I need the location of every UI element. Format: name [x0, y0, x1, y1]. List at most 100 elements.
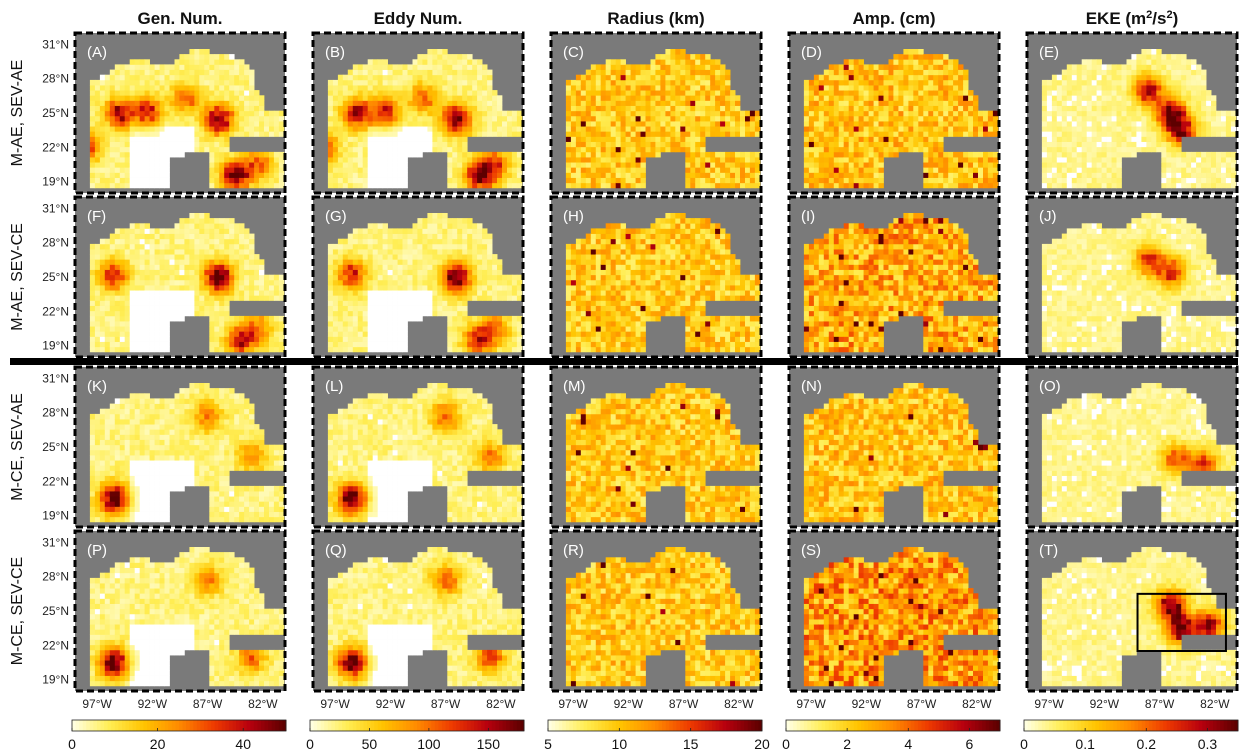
grid-cell	[1061, 177, 1068, 184]
grid-cell	[1046, 79, 1053, 86]
grid-cell	[109, 254, 116, 260]
grid-cell	[114, 346, 121, 353]
grid-cell	[1176, 136, 1182, 142]
grid-cell	[745, 115, 751, 122]
grid-cell	[492, 105, 498, 112]
grid-cell	[888, 90, 894, 96]
grid-cell	[204, 305, 210, 312]
grid-cell	[342, 141, 349, 148]
grid-cell	[457, 131, 463, 137]
grid-cell	[129, 105, 136, 112]
grid-cell	[843, 59, 850, 65]
grid-cell	[1106, 121, 1112, 127]
grid-cell	[675, 64, 681, 70]
grid-cell	[174, 249, 180, 255]
grid-cell	[169, 126, 175, 132]
grid-cell	[858, 64, 864, 70]
grid-cell	[179, 146, 185, 153]
grid-cell	[808, 177, 815, 184]
grid-cell	[635, 85, 641, 91]
grid-cell	[264, 126, 270, 132]
grid-cell	[129, 228, 136, 234]
grid-cell	[104, 177, 111, 184]
grid-cell	[124, 85, 131, 91]
grid-cell	[1041, 177, 1048, 184]
grid-cell	[199, 136, 205, 142]
grid-cell	[1066, 177, 1073, 184]
grid-cell	[89, 336, 96, 342]
grid-cell	[244, 162, 250, 168]
grid-cell	[958, 121, 964, 127]
grid-cell	[273, 151, 280, 158]
grid-cell	[114, 146, 121, 153]
grid-cell	[154, 295, 160, 301]
grid-cell	[139, 290, 146, 296]
grid-cell	[1111, 95, 1117, 101]
grid-cell	[1081, 131, 1088, 137]
grid-cell	[149, 146, 155, 153]
grid-cell	[239, 295, 245, 301]
grid-cell	[154, 249, 160, 255]
grid-cell	[710, 172, 716, 178]
grid-cell	[114, 177, 121, 184]
grid-cell	[397, 182, 403, 189]
grid-cell	[1136, 59, 1142, 65]
grid-cell	[1181, 69, 1187, 76]
row-labels: M-AE, SEV-AEM-AE, SEV-CEM-CE, SEV-AEM-CE…	[9, 60, 26, 666]
grid-cell	[139, 131, 146, 137]
grid-cell	[660, 90, 666, 96]
grid-cell	[1161, 105, 1167, 112]
grid-cell	[482, 100, 488, 106]
grid-cell	[357, 151, 364, 158]
grid-cell	[189, 290, 195, 296]
grid-cell	[352, 85, 359, 91]
grid-cell	[219, 238, 225, 245]
panel-label: (A)	[87, 44, 107, 61]
grid-cell	[1071, 167, 1078, 173]
grid-cell	[655, 95, 661, 101]
grid-cell	[273, 131, 280, 137]
grid-cell	[1181, 167, 1187, 173]
grid-cell	[144, 228, 150, 234]
grid-cell	[823, 85, 830, 91]
grid-cell	[600, 85, 607, 91]
grid-cell	[104, 326, 111, 332]
grid-cell	[209, 100, 215, 106]
grid-cell	[615, 177, 622, 184]
grid-cell	[149, 167, 155, 173]
grid-cell	[397, 69, 403, 76]
grid-cell	[114, 269, 121, 276]
grid-cell	[1171, 136, 1177, 142]
grid-cell	[194, 290, 200, 296]
grid-cell	[397, 110, 403, 117]
grid-cell	[149, 126, 155, 132]
grid-cell	[264, 115, 270, 122]
grid-cell	[953, 85, 959, 91]
grid-cell	[427, 59, 433, 65]
grid-cell	[987, 110, 994, 117]
grid-cell	[327, 100, 334, 106]
grid-cell	[139, 177, 146, 184]
grid-cell	[219, 167, 225, 173]
grid-cell	[963, 95, 969, 101]
grid-cell	[487, 177, 493, 184]
grid-cell	[1076, 162, 1083, 168]
grid-cell	[1076, 90, 1083, 96]
grid-cell	[848, 79, 855, 86]
grid-cell	[442, 146, 448, 153]
grid-cell	[169, 110, 175, 117]
grid-cell	[1071, 182, 1078, 189]
grid-cell	[194, 238, 200, 245]
grid-cell	[482, 110, 488, 117]
grid-cell	[372, 105, 379, 112]
grid-cell	[813, 79, 820, 86]
grid-cell	[214, 300, 220, 306]
grid-cell	[570, 136, 577, 142]
grid-cell	[735, 126, 741, 132]
grid-cell	[1101, 172, 1107, 178]
grid-cell	[264, 121, 270, 127]
grid-cell	[1121, 64, 1127, 70]
grid-cell	[1091, 110, 1098, 117]
grid-cell	[1141, 141, 1147, 148]
grid-cell	[1151, 136, 1157, 142]
